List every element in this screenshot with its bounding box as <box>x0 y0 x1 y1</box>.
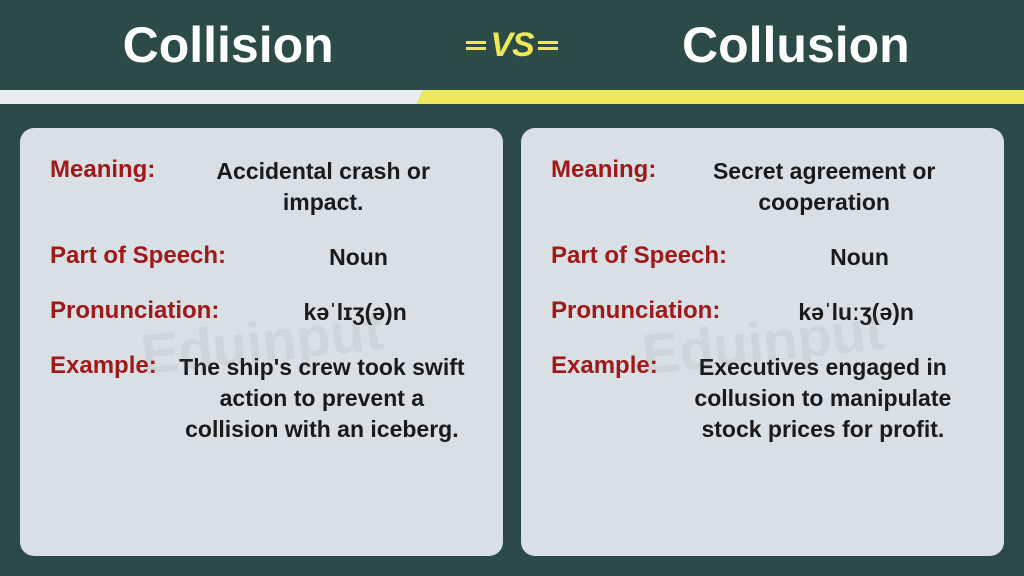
right-meaning-value: Secret agreement or cooperation <box>674 156 974 218</box>
divider-yellow <box>417 90 1024 104</box>
cards-row: Eduinput Meaning: Accidental crash or im… <box>0 104 1024 576</box>
left-meaning-value: Accidental crash or impact. <box>173 156 473 218</box>
right-meaning-row: Meaning: Secret agreement or cooperation <box>551 156 974 218</box>
right-pos-value: Noun <box>745 242 974 273</box>
right-pos-row: Part of Speech: Noun <box>551 242 974 273</box>
header: Collision VS Collusion <box>0 0 1024 90</box>
pron-label: Pronunciation: <box>551 297 720 325</box>
pos-label: Part of Speech: <box>50 242 226 270</box>
example-label: Example: <box>50 352 157 380</box>
left-pron-row: Pronunciation: kəˈlɪʒ(ə)n <box>50 297 473 328</box>
meaning-label: Meaning: <box>50 156 155 184</box>
pron-label: Pronunciation: <box>50 297 219 325</box>
vs-lines-right <box>538 41 558 50</box>
left-pos-row: Part of Speech: Noun <box>50 242 473 273</box>
right-pron-value: kəˈluːʒ(ə)n <box>738 297 974 328</box>
left-pron-value: kəˈlɪʒ(ə)n <box>237 297 473 328</box>
infographic-container: Collision VS Collusion Eduinput Meaning:… <box>0 0 1024 576</box>
vs-badge: VS <box>466 26 557 65</box>
left-meaning-row: Meaning: Accidental crash or impact. <box>50 156 473 218</box>
vs-lines-left <box>466 41 486 50</box>
example-label: Example: <box>551 352 658 380</box>
header-left-word: Collision <box>40 16 416 74</box>
divider-white <box>0 90 423 104</box>
left-example-row: Example: The ship's crew took swift acti… <box>50 352 473 445</box>
vs-text: VS <box>490 26 533 65</box>
meaning-label: Meaning: <box>551 156 656 184</box>
right-pron-row: Pronunciation: kəˈluːʒ(ə)n <box>551 297 974 328</box>
left-example-value: The ship's crew took swift action to pre… <box>171 352 473 445</box>
divider-bar <box>0 90 1024 104</box>
right-example-row: Example: Executives engaged in collusion… <box>551 352 974 445</box>
left-card: Eduinput Meaning: Accidental crash or im… <box>20 128 503 556</box>
header-right-word: Collusion <box>608 16 984 74</box>
left-pos-value: Noun <box>244 242 473 273</box>
right-card: Eduinput Meaning: Secret agreement or co… <box>521 128 1004 556</box>
pos-label: Part of Speech: <box>551 242 727 270</box>
right-example-value: Executives engaged in collusion to manip… <box>672 352 974 445</box>
